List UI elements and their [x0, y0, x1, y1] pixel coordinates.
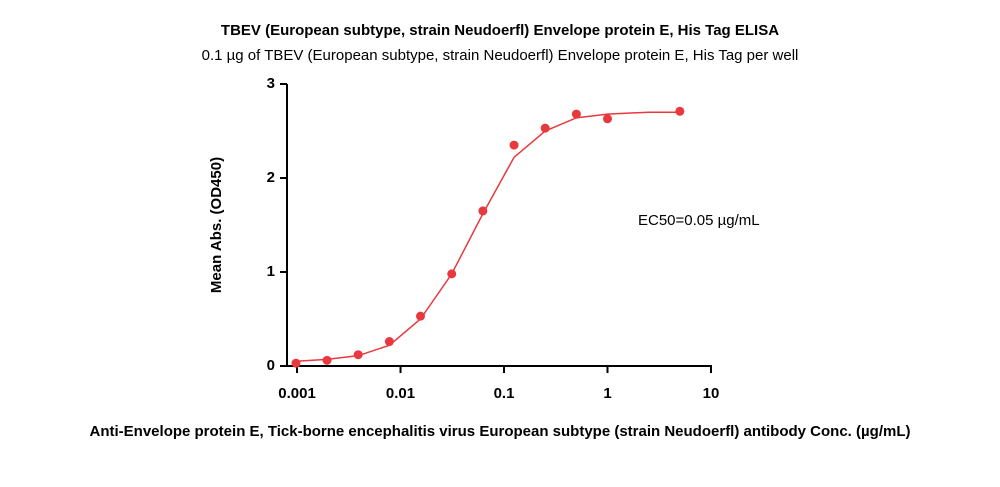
x-axis-label: Anti-Envelope protein E, Tick-borne ence…: [90, 423, 911, 440]
chart-subtitle: 0.1 µg of TBEV (European subtype, strain…: [202, 47, 799, 64]
data-point: [603, 114, 613, 124]
data-point: [509, 140, 519, 150]
y-axis-label: Mean Abs. (OD450): [208, 157, 225, 293]
x-tick-label: 0.001: [278, 385, 316, 402]
data-point: [540, 123, 550, 133]
x-tick-label: 0.01: [386, 385, 415, 402]
annotation: EC50=0.05 µg/mL: [638, 212, 760, 229]
fit-curve: [295, 111, 680, 363]
x-tick-label: 1: [603, 385, 611, 402]
x-tick-label: 10: [703, 385, 720, 402]
chart-title: TBEV (European subtype, strain Neudoerfl…: [221, 22, 779, 39]
x-tick-label: 0.1: [494, 385, 515, 402]
y-tick-label: 3: [267, 75, 275, 92]
data-point: [353, 350, 363, 360]
y-tick-label: 2: [267, 169, 275, 186]
data-point: [478, 206, 488, 216]
data-point: [675, 106, 685, 116]
y-tick-label: 1: [267, 263, 275, 280]
data-point: [322, 355, 332, 365]
data-point: [416, 311, 426, 321]
data-point: [384, 337, 394, 347]
data-point: [447, 269, 457, 279]
y-tick-label: 0: [267, 357, 275, 374]
data-point: [571, 109, 581, 119]
data-point: [291, 358, 301, 368]
